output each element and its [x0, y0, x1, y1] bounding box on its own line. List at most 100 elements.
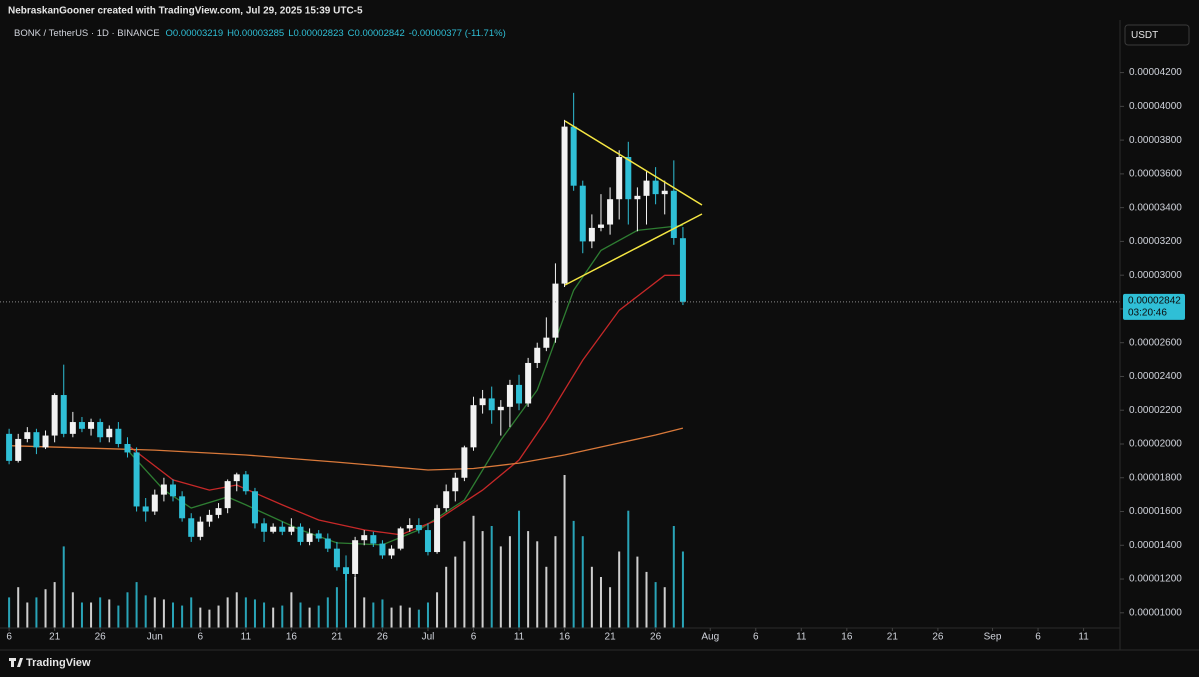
y-tick-label: 0.00001400 [1129, 540, 1182, 551]
trendline-upper [564, 120, 703, 206]
candle-body [97, 422, 104, 438]
volume-bar [190, 597, 193, 628]
volume-bar [590, 566, 593, 628]
currency-label[interactable]: USDT [1131, 30, 1158, 41]
volume-bar [235, 592, 238, 628]
volume-bar [436, 592, 439, 628]
x-tick-label: 6 [6, 632, 12, 643]
x-tick-label: 6 [198, 632, 204, 643]
x-tick-label: Aug [701, 632, 719, 643]
candle-body [570, 126, 577, 186]
x-tick-label: 6 [1035, 632, 1041, 643]
volume-bar [672, 526, 675, 628]
candle-body [306, 533, 313, 542]
ohlc-change: -0.00000377 (-11.71%) [409, 28, 506, 39]
volume-bar [572, 520, 575, 628]
volume-bar [108, 599, 111, 628]
volume-bar [126, 592, 129, 628]
candle-body [434, 508, 441, 553]
candle-body [78, 422, 85, 429]
volume-bar [144, 595, 147, 628]
ohlc-low: L0.00002823 [288, 28, 343, 39]
volume-bar [244, 597, 247, 628]
candle-body [543, 337, 550, 348]
y-tick-label: 0.00001600 [1129, 506, 1182, 517]
candle-body [616, 157, 623, 200]
x-tick-label: 26 [932, 632, 944, 643]
candle-body [206, 514, 213, 522]
volume-bar [299, 602, 302, 628]
volume-bar [472, 515, 475, 628]
volume-bar [199, 607, 202, 628]
candle-body [625, 157, 632, 200]
ohlc-close: C0.00002842 [348, 28, 405, 39]
volume-bar [90, 602, 93, 628]
volume-bar [618, 551, 621, 628]
candle-body [488, 398, 495, 411]
volume-bar [290, 592, 293, 628]
candle-body [461, 447, 468, 478]
candle-body [297, 526, 304, 542]
candle-body [561, 126, 568, 284]
y-tick-label: 0.00001000 [1129, 607, 1182, 618]
volume-bar [345, 571, 348, 628]
volume-bar [508, 536, 511, 628]
candle-body [251, 491, 258, 524]
volume-bar [654, 582, 657, 628]
candle-body [315, 533, 322, 539]
candle-body [588, 227, 595, 242]
plot-area [0, 92, 1120, 628]
candle-body [579, 185, 586, 242]
logo-icon [9, 658, 23, 667]
candle-body [24, 432, 31, 439]
x-tick-label: 11 [796, 632, 807, 643]
candle-body [15, 438, 22, 461]
volume-bar [381, 599, 384, 628]
trendline-lower [564, 213, 703, 286]
candle-body [170, 484, 177, 497]
x-tick-label: 11 [514, 632, 525, 643]
volume-bar [172, 602, 175, 628]
x-tick-label: Jul [422, 632, 435, 643]
volume-bar [53, 582, 56, 628]
volume-bar [326, 597, 329, 628]
volume-bar [44, 589, 47, 628]
candle-body [397, 528, 404, 549]
candle-body [6, 433, 13, 461]
volume-bar [536, 541, 539, 628]
volume-bar [281, 605, 284, 628]
candle-body [124, 443, 131, 453]
candle-body [670, 190, 677, 239]
volume-bar [17, 587, 20, 628]
candle-body [552, 283, 559, 338]
candle-body [42, 435, 49, 448]
candle-body [60, 395, 67, 434]
candle-body [179, 496, 186, 519]
volume-bar [527, 531, 530, 628]
volume-bar [117, 605, 120, 628]
candle-body [215, 508, 222, 515]
x-tick-label: 16 [841, 632, 853, 643]
volume-bar [563, 475, 566, 628]
candle-body [142, 506, 149, 512]
footer-logo: TradingView [9, 657, 91, 669]
volume-bar [454, 556, 457, 628]
x-tick-label: 26 [95, 632, 107, 643]
candle-body [261, 523, 268, 532]
symbol: BONK / TetherUS · 1D · BINANCE [14, 28, 160, 39]
volume-bar [208, 609, 211, 628]
candle-body [279, 526, 286, 532]
volume-bar [499, 546, 502, 628]
volume-bar [417, 609, 420, 628]
x-tick-label: 16 [559, 632, 571, 643]
candle-body [497, 406, 504, 411]
x-tick-label: 6 [471, 632, 477, 643]
volume-bar [518, 510, 521, 628]
moving-average-line [9, 427, 684, 471]
candle-body [106, 428, 113, 438]
volume-bar [599, 577, 602, 628]
currency-button[interactable] [1124, 24, 1190, 46]
volume-bar [372, 602, 375, 628]
